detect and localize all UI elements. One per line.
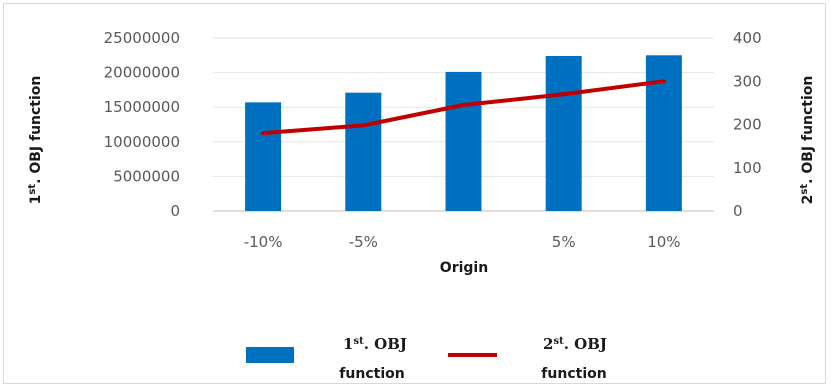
left-tick-label: 0 — [170, 202, 180, 220]
left-tick-label: 20000000 — [104, 64, 180, 82]
right-tick-label: 300 — [733, 72, 762, 90]
left-axis-ticks: 0 5000000 10000000 15000000 20000000 25000000 — [104, 29, 180, 220]
bar — [445, 71, 482, 212]
x-tick-label: 5% — [552, 233, 576, 251]
bar — [545, 55, 582, 211]
right-axis-title: 2st. OBJ function — [799, 76, 816, 205]
left-tick-label: 15000000 — [104, 98, 180, 116]
left-tick-label: 5000000 — [113, 167, 180, 185]
line-series — [261, 79, 666, 136]
right-tick-label: 100 — [733, 159, 762, 177]
x-axis-title: Origin — [440, 260, 488, 276]
right-tick-label: 0 — [733, 202, 743, 220]
left-axis-title: 1st. OBJ function — [27, 76, 44, 205]
bar-series — [245, 55, 682, 212]
left-tick-label: 10000000 — [104, 133, 180, 151]
x-tick-label: -5% — [349, 233, 378, 251]
x-tick-label: -10% — [244, 233, 283, 251]
left-tick-label: 25000000 — [104, 29, 180, 47]
legend-label-bar: 1st. OBJ — [343, 335, 407, 353]
right-tick-label: 400 — [733, 29, 762, 47]
bar — [345, 92, 382, 211]
legend-swatch-bar — [246, 347, 294, 363]
legend-label-bar-line2: function — [339, 366, 404, 382]
legend-label-line: 2st. OBJ — [543, 335, 607, 353]
legend: 1st. OBJ function 2st. OBJ function — [246, 335, 607, 382]
bar — [645, 55, 682, 211]
bar — [245, 102, 282, 211]
series-line — [261, 79, 666, 136]
x-tick-label: 10% — [647, 233, 680, 251]
right-tick-label: 200 — [733, 116, 762, 134]
legend-label-line-line2: function — [541, 366, 606, 382]
right-axis-ticks: 0 100 200 300 400 — [733, 29, 762, 220]
x-axis-ticks: -10% -5% 5% 10% — [244, 233, 681, 251]
chart-frame — [3, 3, 826, 384]
